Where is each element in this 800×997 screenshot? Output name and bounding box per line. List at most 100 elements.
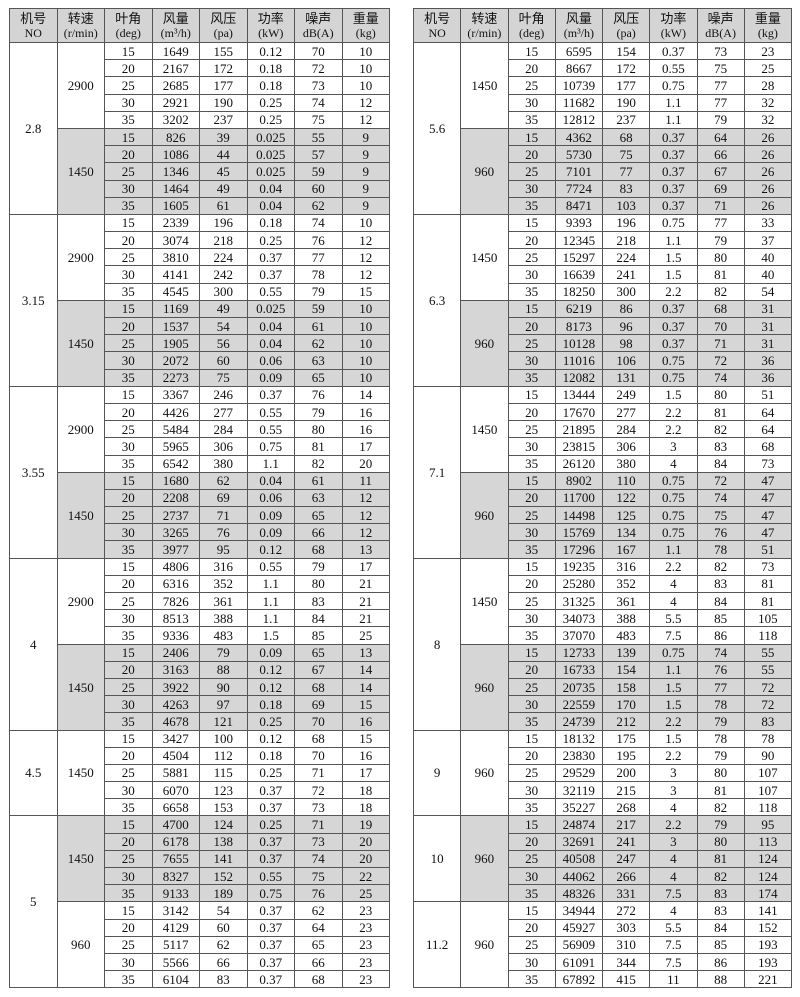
noise-cell: 83 (696, 437, 745, 456)
weight-cell: 15 (341, 282, 390, 301)
airflow-cell: 4678 (151, 712, 200, 731)
table-row: 30 2921 190 0.25 74 12 (10, 93, 390, 112)
noise-cell: 63 (294, 351, 343, 370)
power-cell: 1.1 (246, 591, 295, 611)
power-cell: 0.75 (649, 488, 698, 508)
pressure-cell: 112 (199, 746, 248, 765)
weight-cell: 193 (743, 935, 793, 954)
blade-angle-cell: 15 (507, 213, 556, 233)
pressure-cell: 69 (199, 488, 248, 508)
airflow-cell: 1605 (151, 196, 200, 215)
blade-angle-cell: 20 (507, 832, 556, 851)
weight-cell: 15 (341, 695, 390, 714)
table-row: 20 4504 112 0.18 70 16 (10, 746, 390, 765)
pressure-cell: 272 (601, 901, 651, 920)
airflow-cell: 1464 (151, 179, 200, 198)
power-cell: 0.37 (246, 248, 295, 267)
weight-cell: 9 (341, 196, 390, 215)
pressure-cell: 75 (199, 368, 248, 387)
power-cell: 4 (649, 454, 698, 473)
speed-cell: 960 (460, 729, 509, 817)
table-row: 35 9336 483 1.5 85 25 (10, 626, 390, 645)
table-row: 35 12082 131 0.75 74 36 (414, 368, 793, 387)
pressure-cell: 268 (601, 798, 651, 817)
blade-angle-cell: 20 (507, 660, 556, 679)
pressure-cell: 75 (601, 145, 651, 164)
noise-cell: 83 (294, 591, 343, 611)
power-cell: 0.37 (649, 334, 698, 353)
power-cell: 1.1 (246, 574, 295, 594)
airflow-cell: 11016 (554, 351, 604, 370)
weight-cell: 19 (341, 815, 390, 834)
weight-cell: 10 (341, 334, 390, 353)
speed-cell: 960 (460, 815, 509, 903)
speed-cell: 960 (460, 127, 509, 215)
blade-angle-cell: 20 (104, 746, 153, 765)
noise-cell: 82 (294, 454, 343, 473)
airflow-cell: 61091 (554, 952, 604, 972)
power-cell: 3 (649, 763, 698, 783)
blade-angle-cell: 25 (507, 248, 556, 267)
table-row: 25 2737 71 0.09 65 12 (10, 506, 390, 525)
table-row: 5.6 1450 15 6595 154 0.37 73 23 (412, 41, 793, 215)
weight-cell: 64 (743, 402, 793, 422)
column-header-unit: (pa) (213, 25, 233, 40)
table-row: 25 20735 158 1.5 77 72 (414, 677, 793, 697)
pressure-cell: 154 (601, 660, 651, 679)
pressure-cell: 303 (601, 918, 651, 937)
weight-cell: 72 (743, 695, 793, 714)
power-cell: 0.75 (649, 351, 698, 370)
pressure-cell: 415 (601, 970, 651, 989)
speed-cell: 960 (460, 901, 509, 989)
weight-cell: 14 (341, 660, 390, 679)
airflow-cell: 3265 (151, 523, 200, 542)
weight-cell: 16 (341, 712, 390, 731)
weight-cell: 23 (341, 952, 390, 972)
noise-cell: 80 (696, 832, 745, 851)
blade-angle-cell: 25 (507, 935, 556, 954)
noise-cell: 61 (294, 316, 343, 336)
noise-cell: 75 (294, 110, 343, 129)
airflow-cell: 2737 (151, 506, 200, 525)
airflow-cell: 3427 (151, 729, 200, 748)
airflow-cell: 5484 (151, 420, 200, 439)
airflow-cell: 21895 (554, 420, 604, 439)
table-row: 30 6070 123 0.37 72 18 (10, 781, 390, 800)
airflow-cell: 44062 (554, 866, 604, 886)
pressure-cell: 196 (601, 213, 651, 233)
noise-cell: 82 (696, 557, 745, 576)
weight-cell: 37 (743, 231, 793, 250)
noise-cell: 60 (294, 179, 343, 198)
weight-cell: 12 (341, 523, 390, 542)
column-header-zh: 风压 (613, 10, 640, 26)
weight-cell: 11 (341, 471, 390, 490)
noise-cell: 82 (696, 866, 745, 886)
airflow-cell: 2406 (151, 643, 200, 662)
pressure-cell: 86 (601, 299, 651, 319)
noise-cell: 77 (696, 213, 745, 233)
blade-angle-cell: 20 (507, 746, 556, 765)
power-cell: 0.04 (246, 316, 295, 336)
weight-cell: 10 (341, 59, 390, 78)
power-cell: 1.1 (649, 540, 698, 559)
table-row: 35 48326 331 7.5 83 174 (414, 884, 793, 903)
noise-cell: 76 (294, 884, 343, 903)
column-header: 功率 (kW) (246, 8, 295, 43)
airflow-cell: 17670 (554, 402, 604, 422)
airflow-cell: 3922 (151, 677, 200, 697)
pressure-cell: 154 (601, 41, 651, 61)
blade-angle-cell: 15 (104, 815, 153, 834)
pressure-cell: 483 (601, 626, 651, 645)
airflow-cell: 3367 (151, 385, 200, 404)
table-row: 30 44062 266 4 82 124 (414, 866, 793, 886)
table-row: 20 25280 352 4 83 81 (414, 574, 793, 594)
model-number-cell: 5 (9, 815, 58, 989)
weight-cell: 20 (341, 832, 390, 851)
airflow-cell: 56909 (554, 935, 604, 954)
weight-cell: 17 (341, 437, 390, 456)
pressure-cell: 266 (601, 866, 651, 886)
speed-cell: 2900 (56, 213, 105, 301)
blade-angle-cell: 15 (507, 557, 556, 576)
blade-angle-cell: 30 (507, 952, 556, 972)
pressure-cell: 49 (199, 179, 248, 198)
